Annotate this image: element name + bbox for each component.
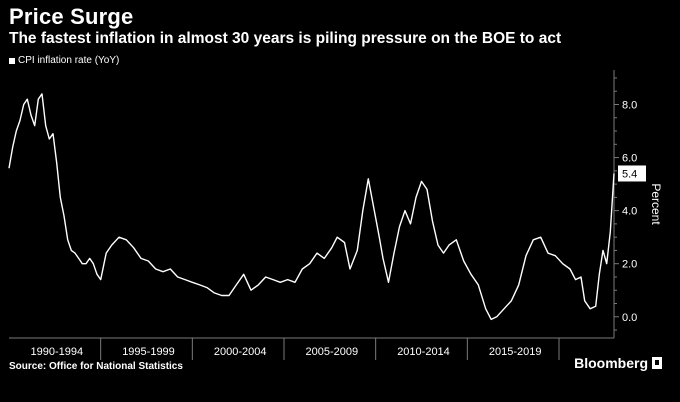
source-note: Source: Office for National Statistics [9, 361, 183, 372]
x-group-label: 1990-1994 [31, 346, 84, 358]
y-tick-label: 2.0 [622, 259, 637, 271]
y-axis-title: Percent [649, 183, 663, 225]
x-group-label: 1995-1999 [122, 346, 175, 358]
x-group-label: 2010-2014 [397, 346, 450, 358]
bloomberg-mark-icon [652, 357, 662, 369]
last-value-badge [618, 165, 646, 182]
chart-title: Price Surge [9, 4, 134, 29]
bloomberg-logo: Bloomberg [574, 355, 662, 371]
x-group-label: 2000-2004 [214, 346, 267, 358]
cpi-series-line [8, 93, 615, 321]
y-tick-label: 6.0 [622, 153, 637, 165]
y-tick-label: 4.0 [622, 206, 637, 218]
y-tick-label: 8.0 [622, 99, 637, 111]
legend: CPI inflation rate (YoY) [9, 55, 119, 66]
x-group-label: 2015-2019 [489, 346, 542, 358]
brand-name: Bloomberg [574, 355, 648, 371]
y-tick-label: 0.0 [622, 312, 637, 324]
x-group-label: 2005-2009 [306, 346, 359, 358]
chart-subtitle: The fastest inflation in almost 30 years… [9, 30, 562, 47]
legend-label: CPI inflation rate (YoY) [18, 55, 120, 66]
legend-swatch [9, 57, 15, 64]
last-value-label: 5.4 [622, 168, 637, 180]
